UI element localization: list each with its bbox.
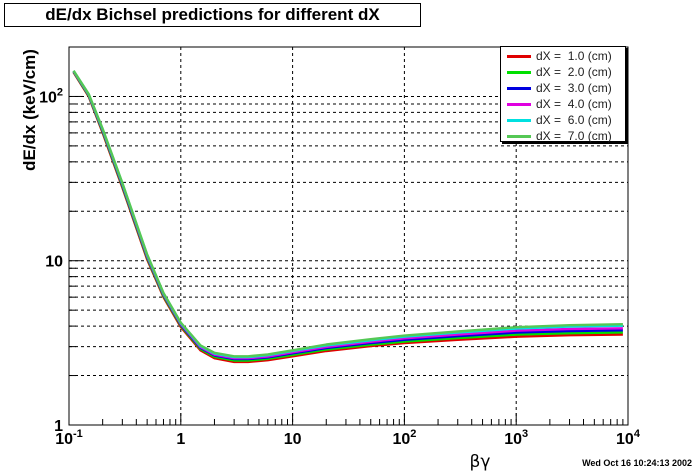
legend-label: dX = 4.0 (cm) bbox=[536, 97, 612, 111]
legend-swatch bbox=[507, 102, 531, 106]
legend-label: dX = 7.0 (cm) bbox=[536, 129, 612, 143]
timestamp: Wed Oct 16 10:24:13 2002 bbox=[582, 458, 692, 468]
x-tick-label: 1 bbox=[176, 431, 185, 448]
series-layer bbox=[72, 70, 623, 364]
x-tick-label: 104 bbox=[616, 428, 641, 448]
legend-swatch bbox=[507, 70, 531, 74]
legend-label: dX = 6.0 (cm) bbox=[536, 113, 612, 127]
legend-swatch bbox=[507, 118, 531, 122]
legend-entry: dX = 3.0 (cm) bbox=[501, 80, 625, 96]
y-tick-label: 102 bbox=[39, 86, 63, 106]
tick-layer bbox=[68, 46, 629, 426]
y-tick-label: 10 bbox=[45, 254, 63, 271]
x-tick-label: 102 bbox=[392, 428, 416, 448]
chart-title: dE/dx Bichsel predictions for different … bbox=[4, 3, 421, 27]
x-tick-label: 103 bbox=[504, 428, 528, 448]
x-axis-label: βγ bbox=[470, 452, 491, 472]
series-line-6 bbox=[72, 70, 623, 358]
legend-entry: dX = 2.0 (cm) bbox=[501, 64, 625, 80]
x-tick-label: 10 bbox=[284, 431, 302, 448]
plot-frame bbox=[68, 46, 629, 426]
x-tick-label: 10-1 bbox=[55, 428, 83, 448]
legend-entry: dX = 1.0 (cm) bbox=[501, 48, 625, 64]
legend-entry: dX = 6.0 (cm) bbox=[501, 112, 625, 128]
legend: dX = 1.0 (cm) dX = 2.0 (cm) dX = 3.0 (cm) d… bbox=[500, 46, 626, 144]
y-axis-label: dE/dx (keV/cm) bbox=[20, 49, 39, 171]
legend-swatch bbox=[507, 54, 531, 58]
y-tick-label: 1 bbox=[54, 418, 63, 435]
legend-entry: dX = 4.0 (cm) bbox=[501, 96, 625, 112]
legend-entry: dX = 7.0 (cm) bbox=[501, 128, 625, 144]
legend-swatch bbox=[507, 134, 531, 138]
legend-label: dX = 2.0 (cm) bbox=[536, 65, 612, 79]
legend-label: dX = 3.0 (cm) bbox=[536, 81, 612, 95]
legend-swatch bbox=[507, 86, 531, 90]
legend-label: dX = 1.0 (cm) bbox=[536, 49, 612, 63]
